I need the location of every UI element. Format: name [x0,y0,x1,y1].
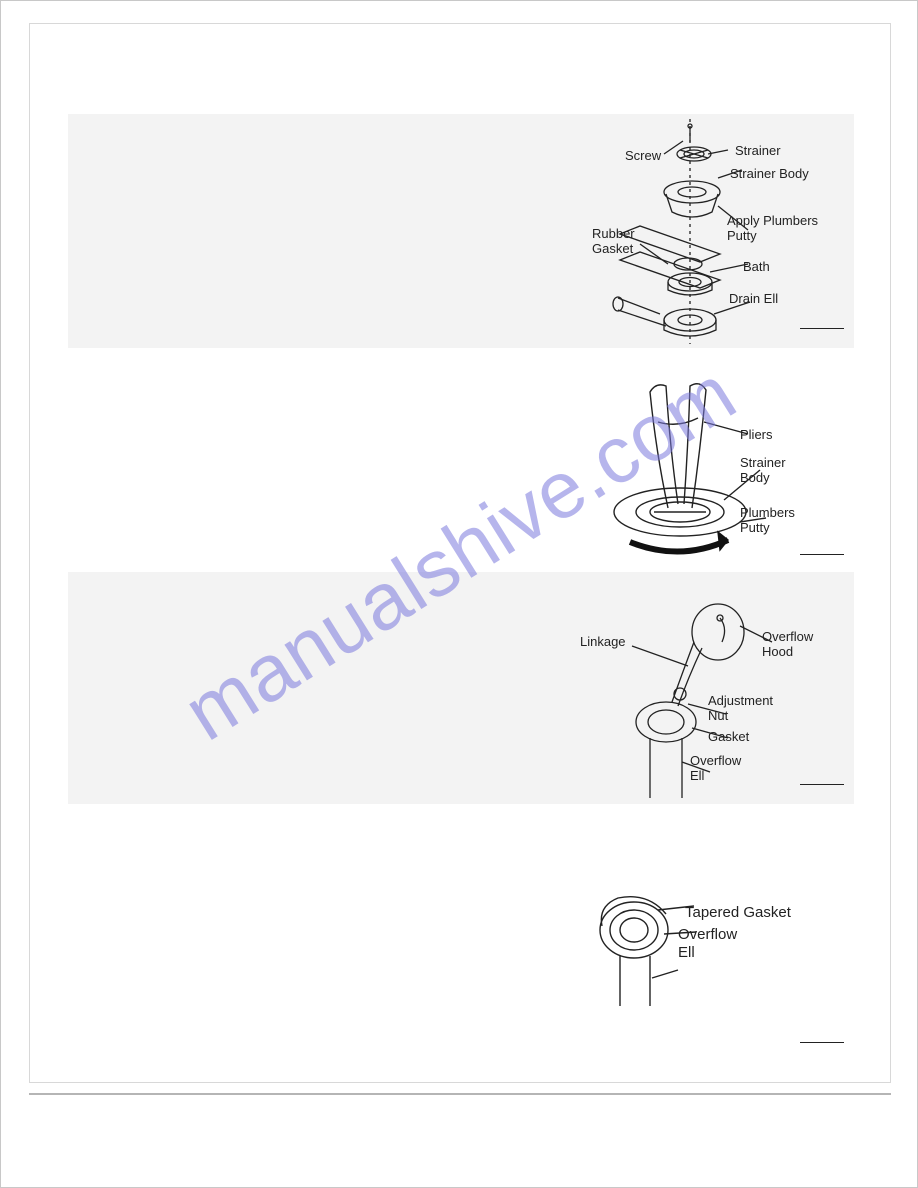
figure-3-caption-rule [800,784,844,785]
figure-2-pliers-tighten [560,362,830,572]
label-pliers: Pliers [740,428,773,442]
label-screw: Screw [625,149,661,163]
label-adjustment-1: Adjustment [708,694,773,708]
label-rubber-1: Rubber [592,227,635,241]
page: Screw Strainer Strainer Body Apply Plumb… [0,0,918,1188]
label-apply-putty-1: Apply Plumbers [727,214,818,228]
label-putty-2: Putty [740,521,770,535]
label-overflow-ell-1: Overflow [690,754,741,768]
label-overflow-ell-2: Ell [690,769,704,783]
label-linkage: Linkage [580,635,626,649]
figure-2-caption-rule [800,554,844,555]
label-strainer: Strainer [735,144,781,158]
footer-rule [29,1093,891,1095]
figure-1-caption-rule [800,328,844,329]
label-strainer2-1: Strainer [740,456,786,470]
label-overflow-hood-1: Overflow [762,630,813,644]
label-gasket: Gasket [708,730,749,744]
label-drain-ell: Drain Ell [729,292,778,306]
label-rubber-2: Gasket [592,242,633,256]
label-bath: Bath [743,260,770,274]
label-adjustment-2: Nut [708,709,728,723]
label-overflow4-2: Ell [678,944,695,961]
label-apply-putty-2: Putty [727,229,757,243]
label-overflow4-1: Overflow [678,926,737,943]
figure-4-caption-rule [800,1042,844,1043]
label-tapered-gasket: Tapered Gasket [685,904,791,921]
document-frame: Screw Strainer Strainer Body Apply Plumb… [29,23,891,1083]
label-putty-1: Plumbers [740,506,795,520]
label-strainer2-2: Body [740,471,770,485]
label-strainer-body: Strainer Body [730,167,809,181]
label-overflow-hood-2: Hood [762,645,793,659]
